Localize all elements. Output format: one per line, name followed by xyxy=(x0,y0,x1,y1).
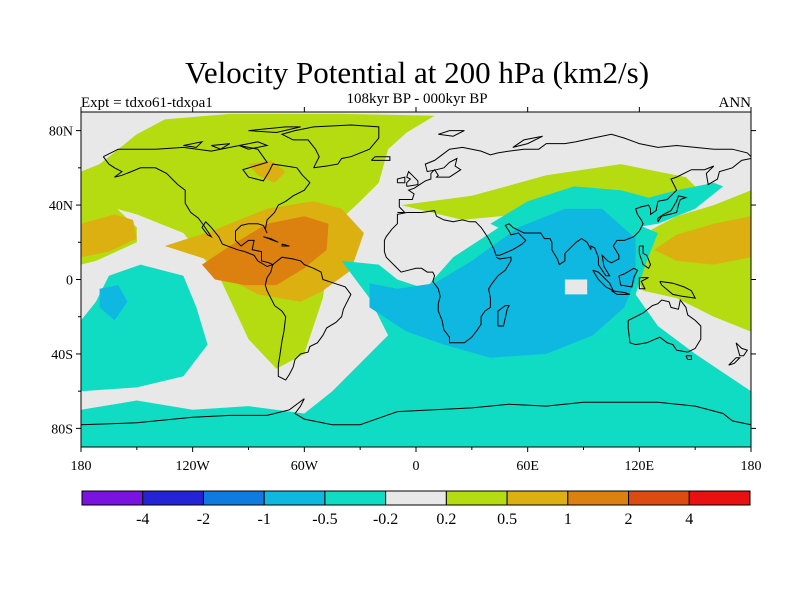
coastline-1 xyxy=(264,256,352,381)
colorbar-label: 0.2 xyxy=(436,511,456,528)
figure-title: Velocity Potential at 200 hPa (km2/s) xyxy=(185,55,649,90)
coastline-6 xyxy=(406,170,419,187)
colorbar: -4 -2 -1 -0.5 -0.2 0.2 0.5 1 2 4 xyxy=(81,490,751,528)
lat-tick-label: 80N xyxy=(49,125,73,140)
colorbar-swatch-6 xyxy=(445,490,508,506)
contour-region-12 xyxy=(369,208,636,358)
colorbar-label: -2 xyxy=(197,511,210,528)
season-label: ANN xyxy=(719,95,752,111)
contour-region-7 xyxy=(654,216,751,265)
lat-tick-label: 40S xyxy=(51,348,73,363)
coastline-7 xyxy=(396,176,406,184)
colorbar-label: 1 xyxy=(564,511,572,528)
map-area xyxy=(81,112,751,447)
coastline-24 xyxy=(211,143,231,150)
coastline-20 xyxy=(81,398,751,426)
coastline-11 xyxy=(611,290,631,295)
colorbar-swatch-8 xyxy=(567,490,630,506)
coastline-8 xyxy=(370,156,391,161)
contour-regions xyxy=(81,113,751,447)
colorbar-label: -4 xyxy=(136,511,149,528)
colorbar-swatch-2 xyxy=(202,490,265,506)
coastline-5 xyxy=(497,305,510,327)
coastline-19 xyxy=(728,357,741,366)
colorbar-label: -0.5 xyxy=(312,511,337,528)
coastline-17 xyxy=(685,355,692,360)
coastline-9 xyxy=(657,195,688,223)
coastline-26 xyxy=(248,126,301,134)
lon-tick-label: 120W xyxy=(176,459,211,474)
coastline-18 xyxy=(735,342,749,357)
coastline-2 xyxy=(280,124,380,169)
colorbar-swatch-4 xyxy=(324,490,387,506)
colorbar-label: 4 xyxy=(685,511,693,528)
contour-region-5 xyxy=(202,216,329,286)
colorbar-swatch-1 xyxy=(142,490,204,506)
colorbar-swatch-10 xyxy=(688,490,751,506)
colorbar-swatch-0 xyxy=(81,490,144,506)
colorbar-label: 2 xyxy=(625,511,633,528)
lon-tick-label: 120E xyxy=(625,459,655,474)
coastline-16 xyxy=(627,298,702,353)
coastline-23 xyxy=(239,141,269,150)
colorbar-swatch-7 xyxy=(506,490,569,506)
figure-subtitle: 108kyr BP - 000kyr BP xyxy=(346,91,487,107)
coastline-0 xyxy=(102,144,311,268)
contour-region-6 xyxy=(81,214,137,258)
lat-tick-label: 40N xyxy=(49,199,73,214)
colorbar-swatch-3 xyxy=(263,490,326,506)
colorbar-swatch-5 xyxy=(385,490,447,506)
coastline-12 xyxy=(618,267,639,288)
contour-region-14 xyxy=(564,279,588,295)
coastline-4 xyxy=(383,158,751,344)
lat-tick-label: 80S xyxy=(51,422,73,437)
coastline-21 xyxy=(263,236,279,243)
lon-tick-label: 60W xyxy=(291,459,319,474)
lon-tick-label: 180 xyxy=(71,459,92,474)
coastline-13 xyxy=(638,277,649,290)
coastline-14 xyxy=(659,280,697,299)
coastlines xyxy=(81,124,751,426)
coastline-28 xyxy=(438,130,465,137)
lat-tick-label: 0 xyxy=(66,274,73,289)
colorbar-label: -1 xyxy=(258,511,271,528)
experiment-label: Expt = tdxo61-tdxoa1 xyxy=(81,95,213,111)
coastline-27 xyxy=(512,135,543,148)
coastline-25 xyxy=(183,140,204,148)
colorbar-label: 0.5 xyxy=(497,511,517,528)
coastline-15 xyxy=(638,245,652,270)
colorbar-label: -0.2 xyxy=(373,511,398,528)
latitude-axis: 80N 40N 0 40S 80S xyxy=(49,125,756,437)
coastline-3 xyxy=(397,133,751,213)
lon-tick-label: 60E xyxy=(516,459,539,474)
colorbar-swatch-9 xyxy=(628,490,690,506)
contour-region-8 xyxy=(248,160,286,183)
longitude-axis: 180 120W 60W 0 60E 120E 180 xyxy=(71,107,762,474)
contour-region-13 xyxy=(99,285,128,321)
coastline-22 xyxy=(281,243,290,247)
lon-tick-label: 180 xyxy=(741,459,762,474)
lon-tick-label: 0 xyxy=(413,459,420,474)
